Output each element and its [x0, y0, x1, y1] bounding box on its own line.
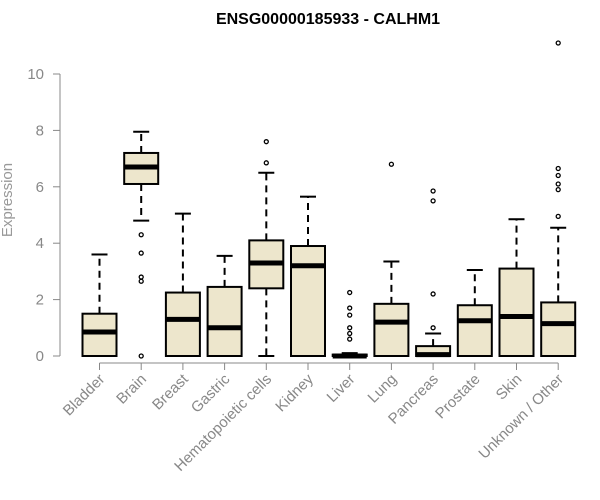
outlier-point	[347, 312, 353, 318]
x-tick-label: Liver	[324, 371, 359, 406]
box-prostate	[456, 268, 493, 357]
plot-area	[81, 40, 577, 359]
box-lung	[373, 161, 410, 357]
box-liver	[331, 289, 368, 359]
box-kidney	[290, 195, 326, 358]
outlier-point	[347, 289, 353, 296]
outlier-point	[138, 274, 144, 280]
x-tick-label: Breast	[149, 370, 192, 413]
box-skin	[498, 218, 535, 357]
x-tick-label: Lung	[365, 371, 401, 407]
y-axis: 0 2 4 6 8 10	[27, 66, 61, 365]
y-tick-label: 0	[36, 348, 44, 365]
outlier-point	[263, 139, 269, 145]
outlier-point	[555, 165, 561, 172]
outlier-point	[347, 336, 353, 342]
outlier-point	[555, 181, 561, 187]
outlier-point	[430, 291, 436, 297]
outlier-point	[555, 40, 561, 46]
box-brain	[123, 130, 160, 359]
box-rect	[81, 312, 118, 358]
outlier-point	[388, 161, 395, 167]
chart-title: ENSG00000185933 - CALHM1	[216, 11, 440, 28]
outlier-point	[347, 305, 353, 311]
box-rect	[206, 285, 243, 357]
box-hematopoietic-cells	[248, 139, 285, 357]
y-tick-label: 8	[36, 122, 44, 139]
outlier-point	[430, 188, 436, 194]
outlier-point	[138, 278, 144, 284]
box-breast	[164, 212, 201, 357]
outlier-point	[347, 325, 353, 331]
box-rect	[498, 267, 535, 357]
outlier-point	[555, 172, 561, 179]
y-axis-label: Expression	[0, 163, 16, 237]
outlier-point	[263, 160, 269, 166]
outlier-point	[138, 250, 144, 256]
box-rect	[164, 291, 201, 357]
outlier-point	[347, 330, 353, 337]
outlier-point	[430, 325, 436, 331]
box-rect	[456, 304, 493, 357]
outlier-point	[555, 186, 561, 193]
x-tick-label: Kidney	[272, 370, 317, 415]
box-bladder	[81, 253, 118, 358]
y-tick-label: 10	[27, 66, 44, 83]
box-rect	[290, 245, 326, 358]
box-rect	[373, 302, 410, 357]
y-tick-label: 6	[36, 179, 44, 196]
box-gastric	[206, 254, 243, 357]
x-tick-label: Bladder	[60, 371, 109, 420]
box-unknown-other	[540, 40, 577, 358]
outlier-point	[138, 353, 144, 359]
box-rect	[540, 301, 577, 358]
outlier-point	[138, 232, 144, 238]
x-tick-label: Prostate	[432, 371, 484, 423]
y-tick-label: 4	[36, 235, 44, 252]
y-tick-label: 2	[36, 292, 44, 309]
outlier-point	[555, 213, 561, 220]
x-tick-label: Skin	[493, 371, 526, 404]
x-tick-label: Brain	[113, 371, 150, 408]
box-pancreas	[415, 188, 452, 358]
outlier-point	[430, 198, 436, 204]
